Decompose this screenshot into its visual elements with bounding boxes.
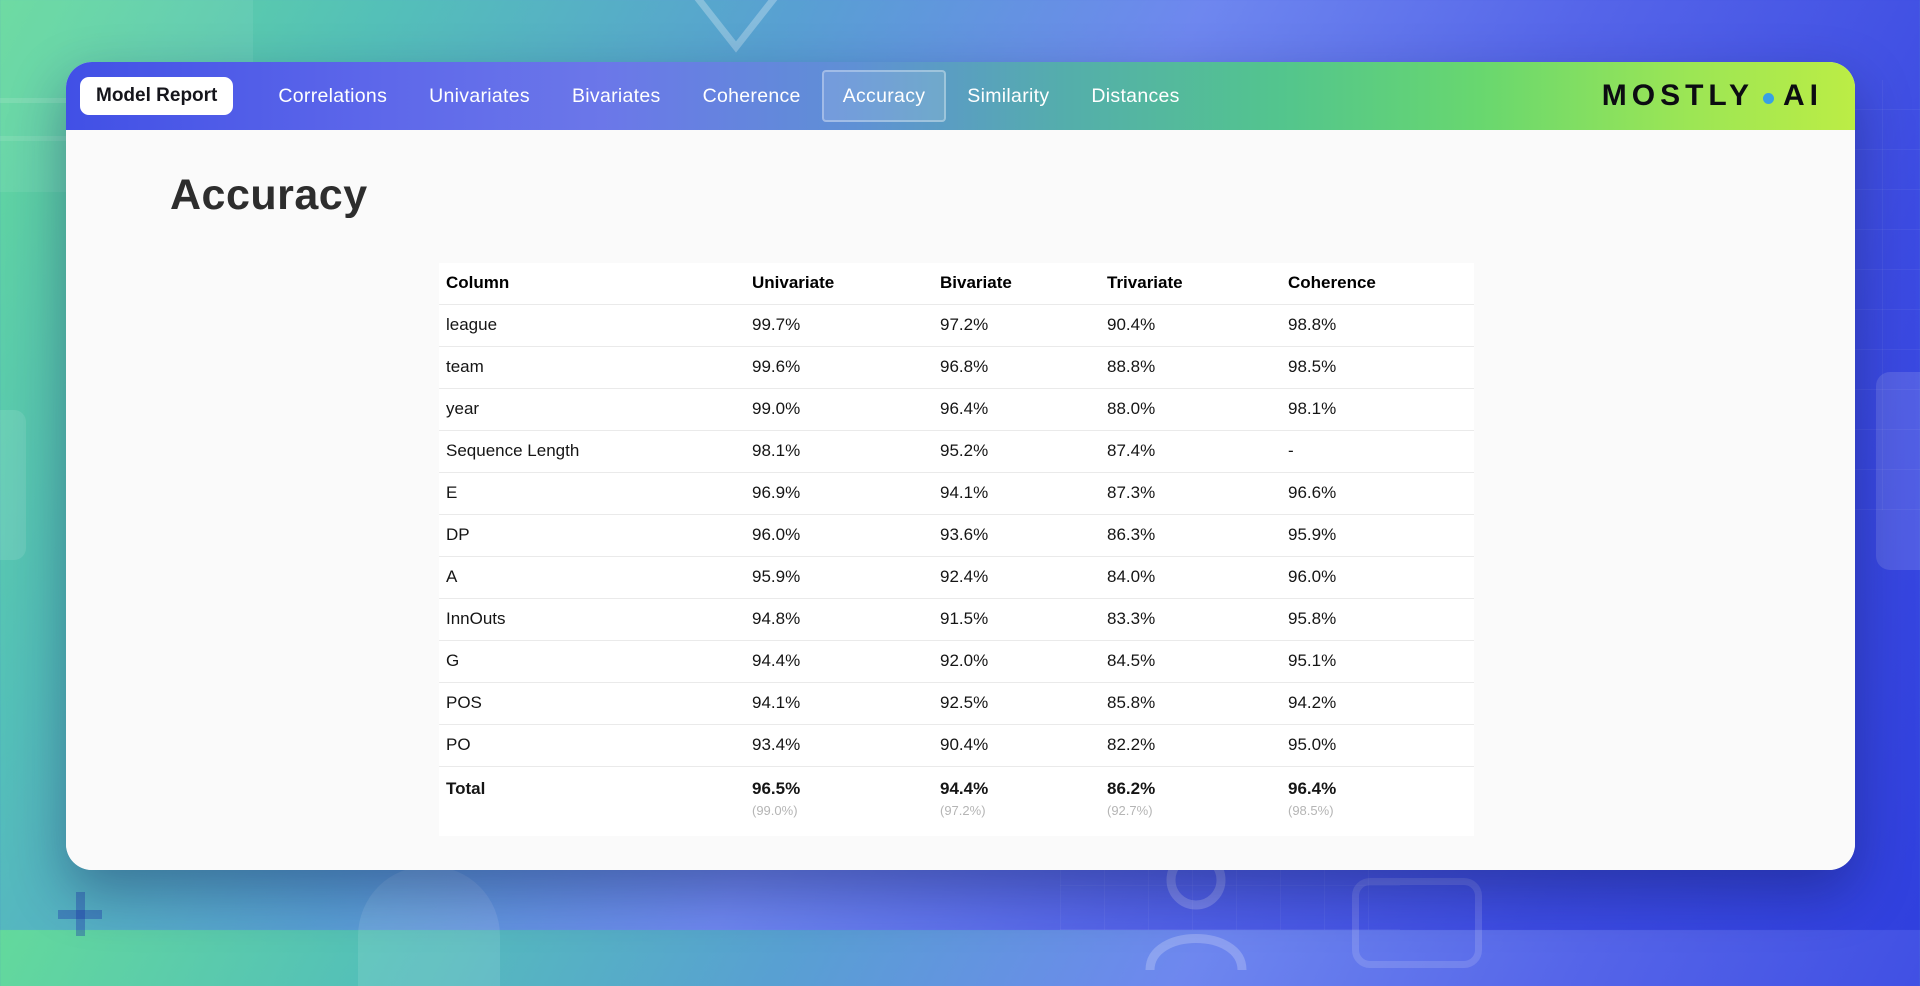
header-coherence: Coherence <box>1288 273 1376 293</box>
background-shape <box>1876 372 1920 570</box>
nav-item-accuracy[interactable]: Accuracy <box>821 70 947 122</box>
accuracy-table: Column Univariate Bivariate Trivariate C… <box>439 263 1474 836</box>
total-value: 96.5% <box>752 778 801 798</box>
background-shape <box>1352 878 1482 968</box>
table-row: team 99.6% 96.8% 88.8% 98.5% <box>439 346 1474 388</box>
nav-item-similarity[interactable]: Similarity <box>967 84 1050 107</box>
nav-item-correlations[interactable]: Correlations <box>278 84 388 107</box>
plus-icon <box>58 892 102 936</box>
model-report-badge[interactable]: Model Report <box>80 77 234 115</box>
report-card: Model Report Correlations Univariates Bi… <box>66 62 1855 870</box>
report-content: Accuracy Column Univariate Bivariate Tri… <box>66 130 1855 870</box>
total-value: 86.2% <box>1107 778 1156 798</box>
logo-text-right: AI <box>1783 79 1823 112</box>
table-row: A 95.9% 92.4% 84.0% 96.0% <box>439 556 1474 598</box>
logo-text-left: MOSTLY <box>1601 79 1754 112</box>
mostly-ai-logo: MOSTLY AI <box>1602 79 1823 113</box>
header-bivariate: Bivariate <box>940 273 1012 293</box>
header-column: Column <box>446 273 510 293</box>
top-navbar: Model Report Correlations Univariates Bi… <box>66 62 1855 130</box>
total-value: 96.4% <box>1288 778 1337 798</box>
chevron-down-icon <box>690 0 782 59</box>
total-subvalue: (92.7%) <box>1107 802 1153 818</box>
table-total-row: Total 96.5% (99.0%) 94.4% (97.2%) 86.2% … <box>439 766 1474 836</box>
background-shape <box>358 866 500 986</box>
total-value: 94.4% <box>940 778 989 798</box>
table-row: E 96.9% 94.1% 87.3% 96.6% <box>439 472 1474 514</box>
nav-item-coherence[interactable]: Coherence <box>702 84 801 107</box>
table-header-row: Column Univariate Bivariate Trivariate C… <box>439 263 1474 304</box>
table-row: league 99.7% 97.2% 90.4% 98.8% <box>439 304 1474 346</box>
table-row: POS 94.1% 92.5% 85.8% 94.2% <box>439 682 1474 724</box>
table-row: G 94.4% 92.0% 84.5% 95.1% <box>439 640 1474 682</box>
background-shape <box>0 410 26 560</box>
nav-item-bivariates[interactable]: Bivariates <box>571 84 661 107</box>
nav-items: Correlations Univariates Bivariates Cohe… <box>257 70 1200 122</box>
table-row: Sequence Length 98.1% 95.2% 87.4% - <box>439 430 1474 472</box>
background-grid <box>1842 80 1920 510</box>
table-row: PO 93.4% 90.4% 82.2% 95.0% <box>439 724 1474 766</box>
table-row: InnOuts 94.8% 91.5% 83.3% 95.8% <box>439 598 1474 640</box>
total-subvalue: (98.5%) <box>1288 802 1334 818</box>
page-title: Accuracy <box>170 171 368 219</box>
table-row: DP 96.0% 93.6% 86.3% 95.9% <box>439 514 1474 556</box>
total-subvalue: (99.0%) <box>752 802 798 818</box>
nav-item-distances[interactable]: Distances <box>1091 84 1180 107</box>
nav-item-univariates[interactable]: Univariates <box>429 84 530 107</box>
logo-dot-icon <box>1763 92 1774 104</box>
header-trivariate: Trivariate <box>1107 273 1183 293</box>
table-row: year 99.0% 96.4% 88.0% 98.1% <box>439 388 1474 430</box>
header-univariate: Univariate <box>752 273 835 293</box>
total-subvalue: (97.2%) <box>940 802 986 818</box>
